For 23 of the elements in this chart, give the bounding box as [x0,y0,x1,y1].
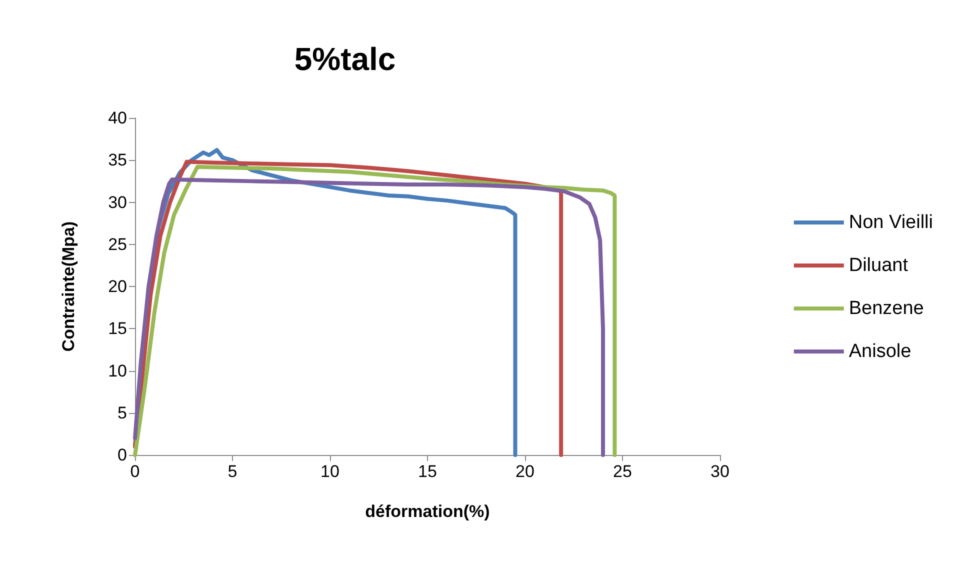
y-tick-label: 35 [108,150,127,170]
y-axis-title: Contrainte(Mpa) [59,221,78,352]
y-tick-label: 0 [118,446,127,464]
x-tick-label: 15 [418,462,437,481]
x-tick-label: 25 [613,462,632,481]
y-tick-label: 40 [108,108,127,128]
x-tick-label: 20 [516,462,534,481]
legend-label: Diluant [848,255,909,276]
chart-title: 5%talc [294,41,396,77]
y-tick-label: 30 [108,192,127,212]
x-tick-label: 10 [320,462,340,481]
y-tick-label: 5 [118,403,127,422]
x-tick-label: 30 [710,462,730,481]
legend-label: Benzene [848,298,924,319]
x-tick-label: 5 [228,462,238,481]
y-tick-label: 15 [108,319,127,338]
legend-label: Non Vieilli [848,212,934,233]
y-tick-label: 10 [108,361,127,380]
legend-label: Anisole [848,341,912,362]
y-tick-label: 20 [108,277,127,296]
x-axis-title: déformation(%) [365,502,490,521]
y-tick-label: 25 [108,234,127,254]
x-tick-label: 0 [130,462,140,481]
